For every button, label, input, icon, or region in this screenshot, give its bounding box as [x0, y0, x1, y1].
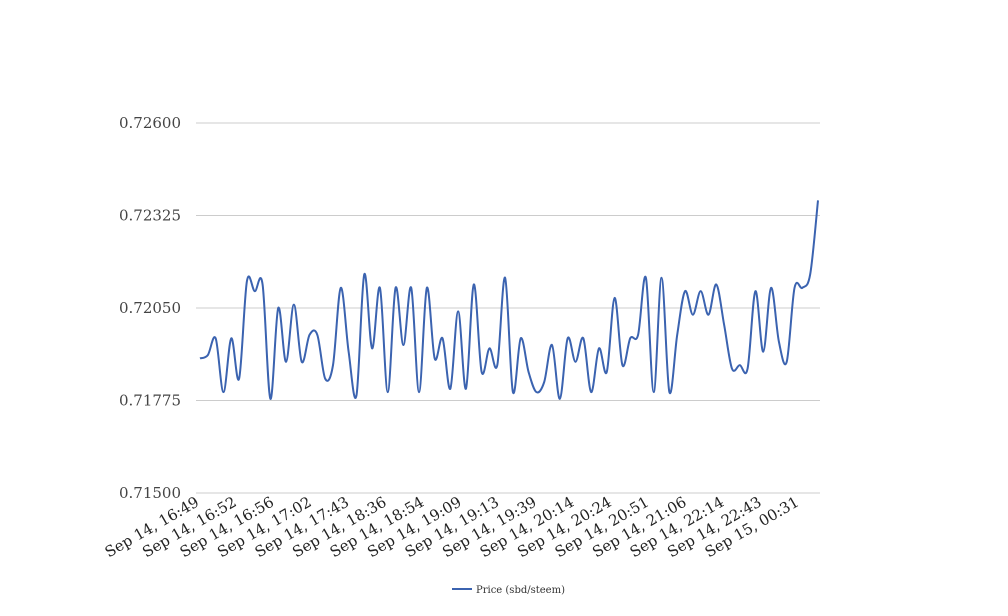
- data-point[interactable]: [518, 335, 524, 341]
- y-tick-label: 0.72050: [119, 299, 181, 317]
- data-point[interactable]: [494, 362, 500, 368]
- data-point[interactable]: [416, 389, 422, 395]
- data-point[interactable]: [635, 332, 641, 338]
- data-point[interactable]: [369, 345, 375, 351]
- y-tick-label: 0.71775: [119, 392, 181, 410]
- data-point[interactable]: [197, 355, 203, 361]
- data-point[interactable]: [267, 396, 273, 402]
- data-point[interactable]: [557, 396, 563, 402]
- data-point[interactable]: [440, 335, 446, 341]
- data-point[interactable]: [260, 281, 266, 287]
- data-point[interactable]: [346, 349, 352, 355]
- data-point[interactable]: [299, 359, 305, 365]
- data-point[interactable]: [651, 389, 657, 395]
- data-point[interactable]: [792, 285, 798, 291]
- data-point[interactable]: [698, 288, 704, 294]
- data-point[interactable]: [807, 271, 813, 277]
- data-point[interactable]: [393, 285, 399, 291]
- data-point[interactable]: [799, 285, 805, 291]
- data-point[interactable]: [291, 302, 297, 308]
- data-point[interactable]: [463, 386, 469, 392]
- data-point[interactable]: [541, 379, 547, 385]
- series-group: [197, 197, 821, 402]
- data-point[interactable]: [220, 389, 226, 395]
- data-point[interactable]: [674, 332, 680, 338]
- y-tick-label: 0.72325: [119, 207, 181, 225]
- data-point[interactable]: [768, 285, 774, 291]
- data-point[interactable]: [275, 305, 281, 311]
- legend-label-price: Price (sbd/steem): [476, 585, 565, 596]
- data-point[interactable]: [745, 366, 751, 372]
- series-line-price: [199, 200, 819, 400]
- data-point[interactable]: [486, 345, 492, 351]
- data-point[interactable]: [526, 369, 532, 375]
- data-point[interactable]: [510, 389, 516, 395]
- y-tick-label: 0.72600: [119, 114, 181, 132]
- data-point[interactable]: [588, 389, 594, 395]
- data-point[interactable]: [815, 197, 821, 203]
- data-point[interactable]: [432, 355, 438, 361]
- data-point[interactable]: [377, 285, 383, 291]
- data-point[interactable]: [619, 362, 625, 368]
- data-point[interactable]: [612, 295, 618, 301]
- data-point[interactable]: [236, 376, 242, 382]
- data-point[interactable]: [776, 339, 782, 345]
- data-point[interactable]: [424, 285, 430, 291]
- data-point[interactable]: [361, 271, 367, 277]
- data-point[interactable]: [244, 278, 250, 284]
- data-point[interactable]: [721, 322, 727, 328]
- data-point[interactable]: [213, 335, 219, 341]
- data-point[interactable]: [252, 288, 258, 294]
- data-point[interactable]: [330, 362, 336, 368]
- legend[interactable]: Price (sbd/steem): [452, 585, 565, 596]
- data-point[interactable]: [338, 285, 344, 291]
- data-point[interactable]: [752, 288, 758, 294]
- data-point[interactable]: [659, 275, 665, 281]
- data-point[interactable]: [502, 275, 508, 281]
- data-point[interactable]: [447, 386, 453, 392]
- data-point[interactable]: [705, 312, 711, 318]
- data-point[interactable]: [565, 335, 571, 341]
- data-point[interactable]: [314, 332, 320, 338]
- data-point[interactable]: [737, 362, 743, 368]
- data-point[interactable]: [729, 366, 735, 372]
- data-point[interactable]: [666, 389, 672, 395]
- data-point[interactable]: [385, 389, 391, 395]
- data-point[interactable]: [400, 342, 406, 348]
- data-point[interactable]: [471, 281, 477, 287]
- data-point[interactable]: [596, 345, 602, 351]
- data-point[interactable]: [580, 335, 586, 341]
- data-point[interactable]: [713, 281, 719, 287]
- data-point[interactable]: [760, 349, 766, 355]
- data-point[interactable]: [455, 308, 461, 314]
- y-axis: 0.71500 0.71775 0.72050 0.72325 0.72600: [119, 114, 181, 502]
- data-point[interactable]: [604, 369, 610, 375]
- data-point[interactable]: [682, 288, 688, 294]
- data-point[interactable]: [408, 285, 414, 291]
- data-point[interactable]: [549, 342, 555, 348]
- data-point[interactable]: [353, 392, 359, 398]
- y-tick-label: 0.71500: [119, 484, 181, 502]
- data-point[interactable]: [627, 335, 633, 341]
- data-point[interactable]: [205, 352, 211, 358]
- data-point[interactable]: [307, 332, 313, 338]
- data-point[interactable]: [784, 359, 790, 365]
- data-point[interactable]: [228, 335, 234, 341]
- data-point[interactable]: [283, 359, 289, 365]
- data-point[interactable]: [643, 275, 649, 281]
- data-point[interactable]: [479, 369, 485, 375]
- data-point[interactable]: [533, 389, 539, 395]
- data-point[interactable]: [690, 312, 696, 318]
- data-point[interactable]: [572, 359, 578, 365]
- data-point[interactable]: [322, 376, 328, 382]
